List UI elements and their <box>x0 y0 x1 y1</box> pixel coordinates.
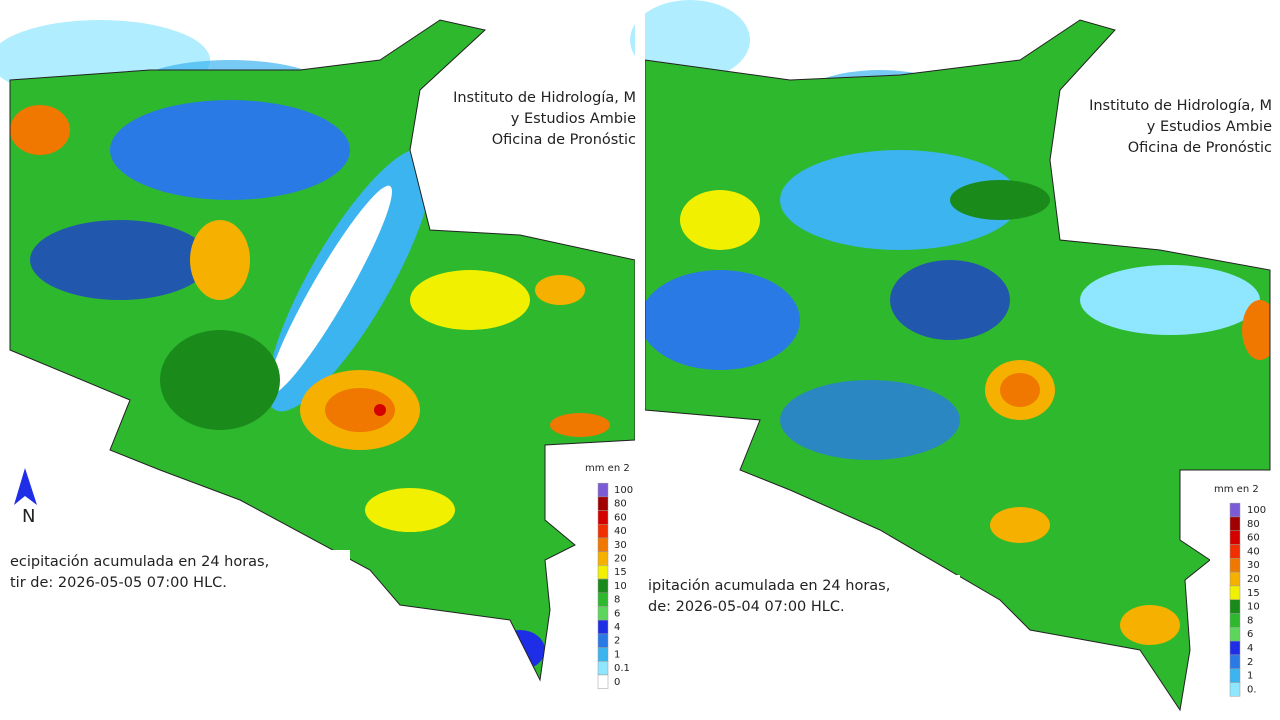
legend-label: 80 <box>614 499 627 510</box>
legend-label: 0.1 <box>614 663 630 674</box>
legend-swatch <box>1229 558 1241 573</box>
legend-label: 0 <box>614 677 620 688</box>
legend-label: 15 <box>1247 588 1260 599</box>
legend-swatch <box>1229 585 1241 600</box>
legend-swatch <box>597 537 609 552</box>
legend-box <box>582 458 635 693</box>
legend-swatch <box>597 633 609 648</box>
header-line: Instituto de Hidrología, M <box>453 90 636 106</box>
legend-swatch <box>597 565 609 580</box>
legend-swatch <box>1229 544 1241 559</box>
legend-label: 40 <box>1247 546 1260 557</box>
legend-label: 100 <box>1247 505 1266 516</box>
header-line: y Estudios Ambie <box>511 111 636 127</box>
legend-label: 4 <box>1247 643 1253 654</box>
caption-line: de: 2026-05-04 07:00 HLC. <box>648 599 845 615</box>
legend-label: 20 <box>1247 574 1260 585</box>
legend-swatch <box>597 551 609 566</box>
caption-box <box>10 550 350 600</box>
border <box>9 19 636 682</box>
legend-label: 100 <box>614 485 633 496</box>
compass-label: N <box>22 506 35 527</box>
legend-label: 2 <box>1247 657 1253 668</box>
legend-swatch <box>1229 502 1241 518</box>
legend-swatch <box>1229 599 1241 614</box>
header-line: Oficina de Pronóstic <box>492 132 636 148</box>
legend-swatch <box>1229 571 1241 587</box>
legend-label: 2 <box>614 636 620 647</box>
legend-swatch <box>597 619 609 635</box>
legend-label: 60 <box>614 512 627 523</box>
legend-title: mm en 2 <box>1214 484 1259 495</box>
legend-label: 15 <box>614 567 627 578</box>
legend-swatch <box>597 482 609 498</box>
legend-swatch <box>1229 530 1241 545</box>
legend-label: 6 <box>1247 629 1253 640</box>
caption-line: ecipitación acumulada en 24 horas, <box>10 554 269 570</box>
legend-label: 1 <box>614 649 620 660</box>
legend-swatch <box>1229 627 1241 642</box>
legend-swatch <box>1229 640 1241 656</box>
map-left <box>0 0 636 720</box>
legend-swatch <box>597 592 609 607</box>
legend-swatch <box>597 647 609 662</box>
legend-label: 30 <box>1247 560 1260 571</box>
north-arrow <box>14 468 37 505</box>
caption-line: tir de: 2026-05-05 07:00 HLC. <box>10 575 227 591</box>
header-line: Instituto de Hidrología, M <box>1089 98 1272 114</box>
sea-rain <box>630 0 750 80</box>
legend-swatch <box>1229 613 1241 628</box>
legend-label: 1 <box>1247 671 1253 682</box>
header-line: Oficina de Pronóstic <box>1128 140 1272 156</box>
divider <box>635 0 645 720</box>
legend-swatch <box>597 510 609 525</box>
legend-label: 6 <box>614 608 620 619</box>
map-right <box>630 0 1280 720</box>
legend-label: 30 <box>614 540 627 551</box>
legend-swatch <box>597 606 609 621</box>
overlay: Instituto de Hidrología, M y Estudios Amb… <box>10 90 1272 697</box>
legend-swatch <box>597 578 609 593</box>
legend-swatch <box>597 524 609 539</box>
legend-swatch <box>597 674 609 689</box>
legend-label: 10 <box>1247 602 1260 613</box>
legend-title: mm en 2 <box>585 463 630 474</box>
legend-swatch <box>597 661 609 676</box>
legend-label: 80 <box>1247 519 1260 530</box>
legend-swatch <box>597 496 609 511</box>
border <box>644 19 1271 712</box>
legend-swatch <box>1229 654 1241 669</box>
legend-swatch <box>1229 516 1241 531</box>
legend-label: 60 <box>1247 533 1260 544</box>
legend-label: 4 <box>614 622 620 633</box>
header-line: y Estudios Ambie <box>1147 119 1272 135</box>
legend-label: 0. <box>1247 684 1257 695</box>
legend-label: 10 <box>614 581 627 592</box>
legend-label: 8 <box>1247 615 1253 626</box>
caption-line: ipitación acumulada en 24 horas, <box>648 578 890 594</box>
legend-label: 20 <box>614 554 627 565</box>
caption-box <box>645 575 960 625</box>
legend-label: 8 <box>614 595 620 606</box>
legend-swatch <box>1229 668 1241 683</box>
legend-swatch <box>1229 682 1241 697</box>
legend-label: 40 <box>614 526 627 537</box>
